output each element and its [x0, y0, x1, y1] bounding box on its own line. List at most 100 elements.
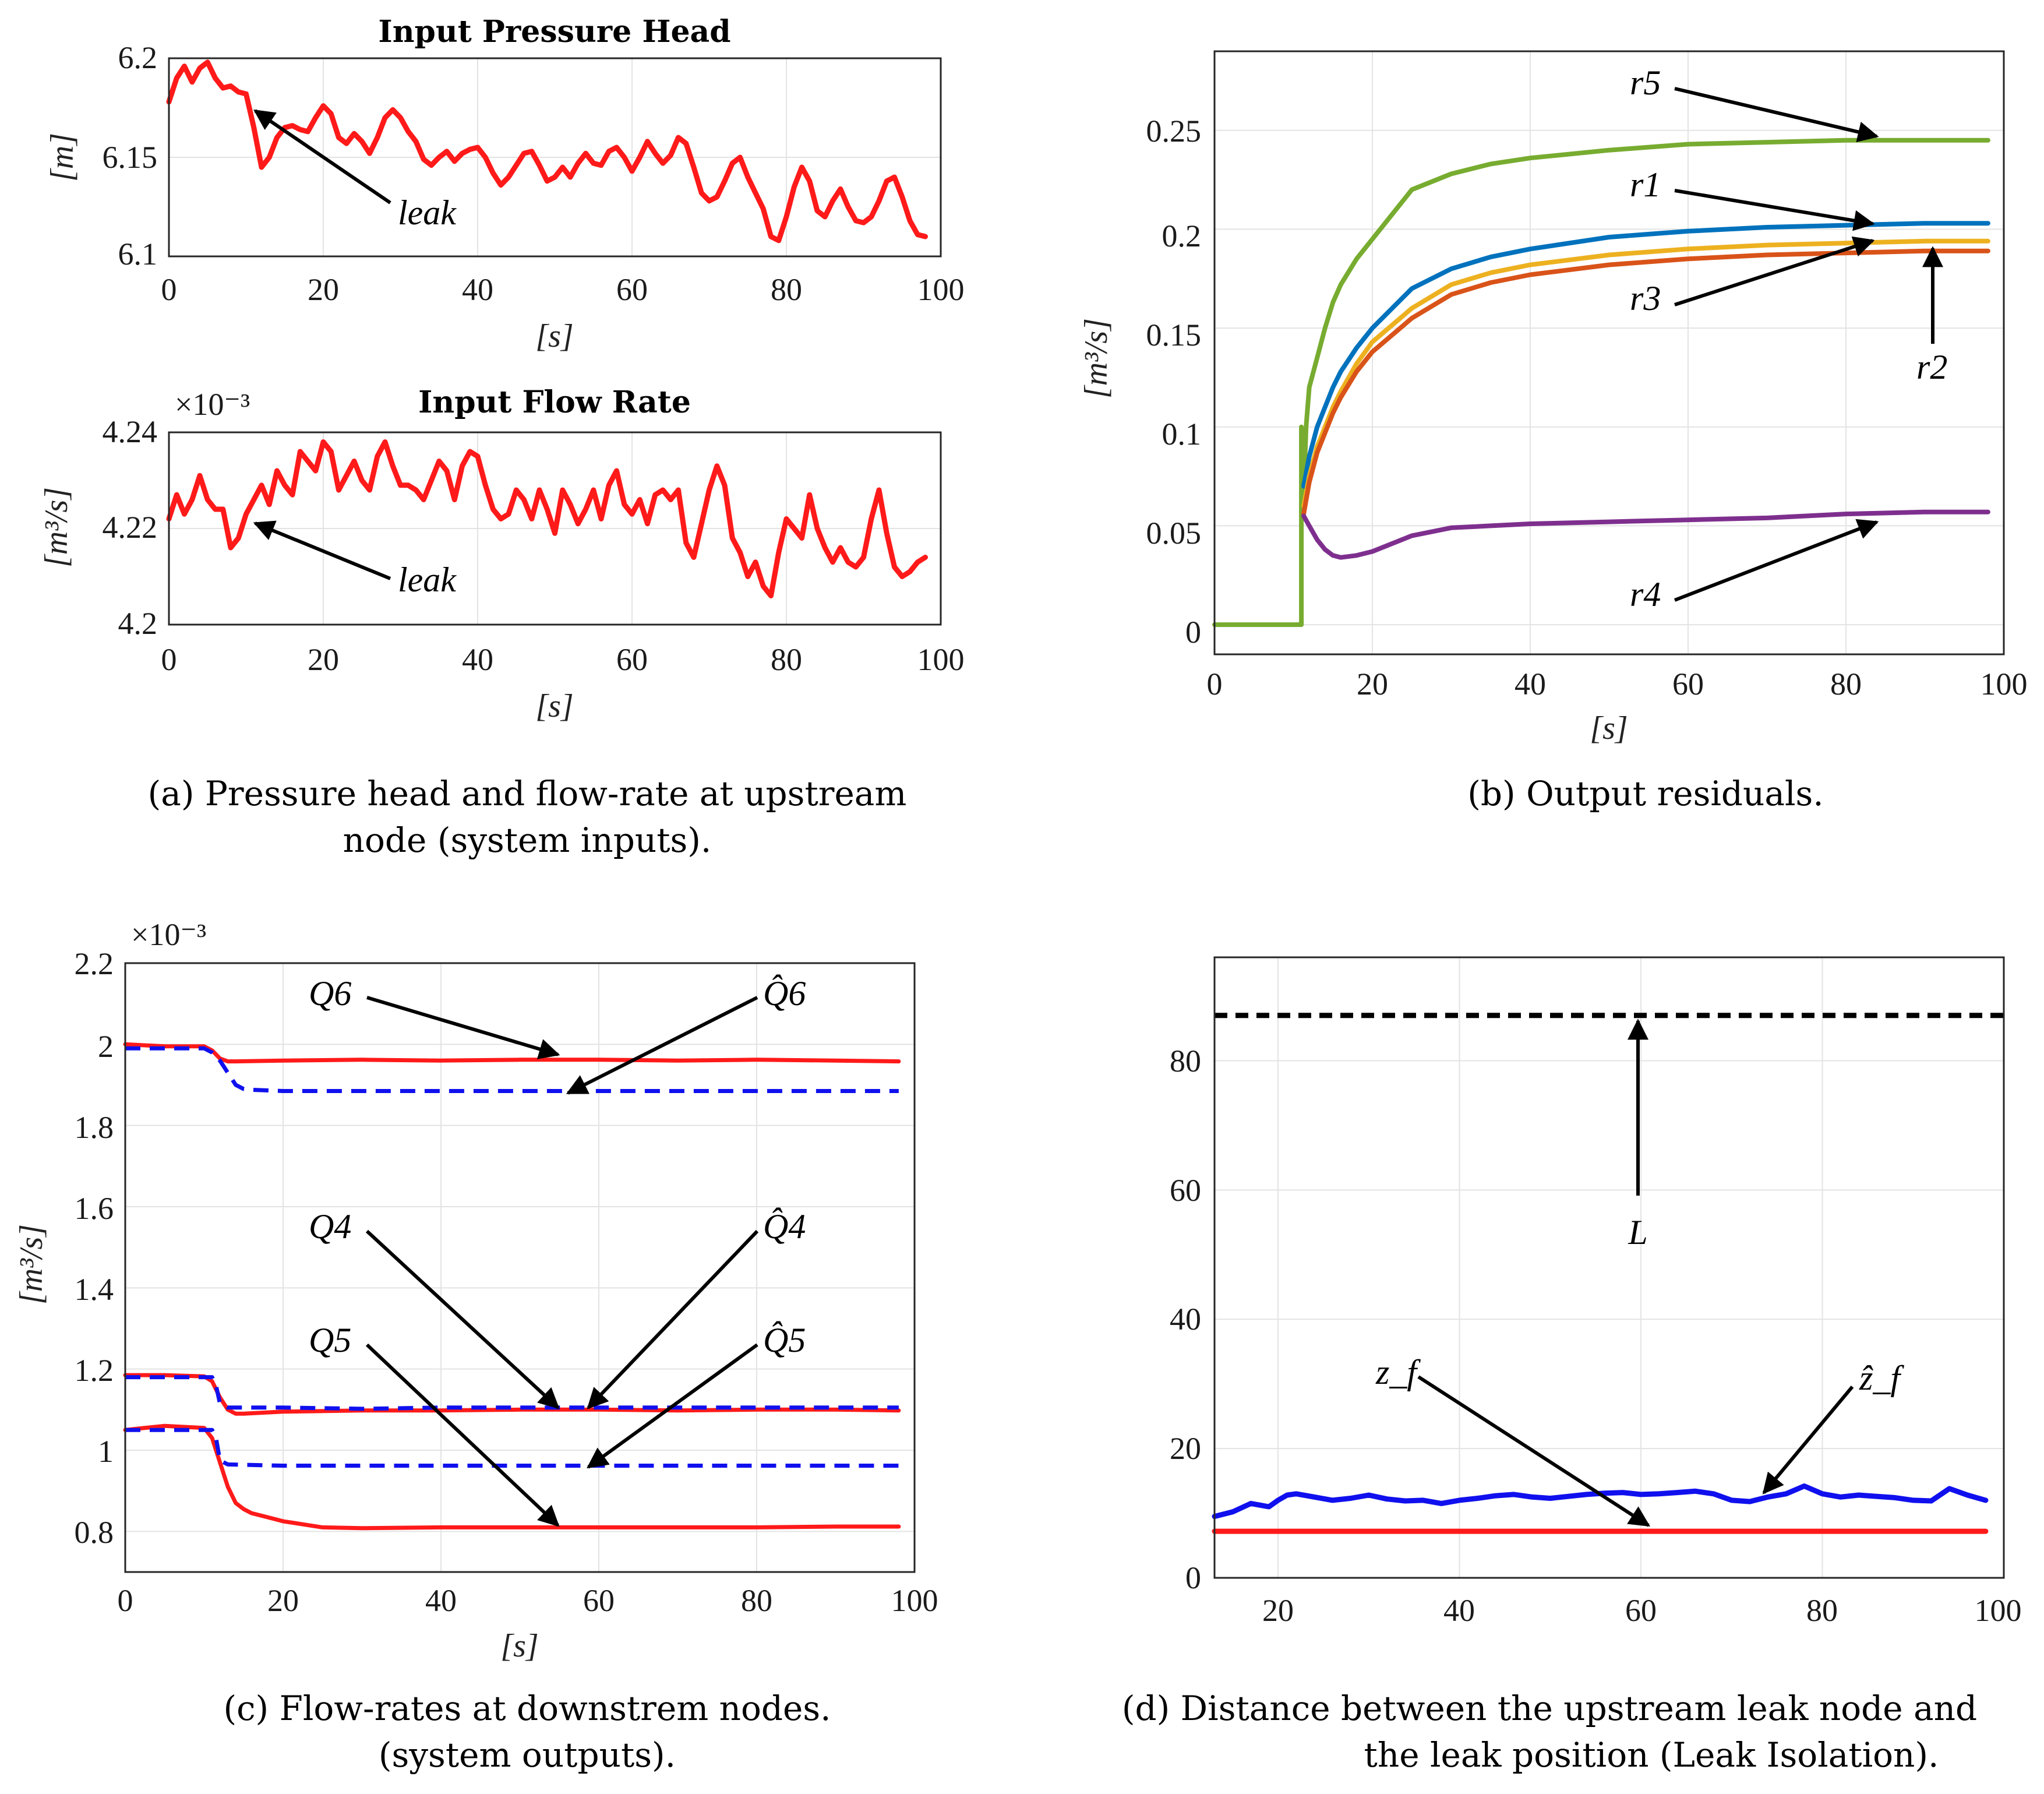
chart-title-a1: Input Pressure Head: [378, 14, 730, 50]
ytick-label: 1.4: [75, 1272, 114, 1307]
ytick-label: 1: [98, 1434, 114, 1469]
ytick-label: 4.22: [103, 510, 158, 545]
caption-a-line2: node (system inputs).: [343, 820, 712, 860]
arrow-r5: [1674, 87, 1879, 143]
captions: (a) Pressure head and flow-rate at upstr…: [148, 774, 1978, 1775]
arrow-r3: [1674, 236, 1875, 306]
ytick-label: 80: [1170, 1044, 1201, 1078]
panel-c-flowrates: ×10⁻³ 0.8 1 1.2 1.4 1.6 1.8 2 2.2 0 20 4…: [13, 917, 938, 1664]
series-line-a2: [166, 439, 928, 598]
multiplier-a2: ×10⁻³: [175, 387, 250, 422]
ytick-label: 0.05: [1146, 516, 1202, 551]
annotation-Q4: Q4: [309, 1207, 351, 1246]
xtick-label: 20: [1262, 1593, 1294, 1628]
plot-d: [1212, 1013, 2004, 1534]
x-axis-label-c: [s]: [500, 1628, 538, 1664]
caption-c-line2: (system outputs).: [379, 1735, 676, 1775]
ytick-label: 1.2: [75, 1353, 114, 1388]
annotation-Q6: Q6: [309, 974, 351, 1013]
xtick-label: 40: [1515, 667, 1546, 702]
xtick-label: 100: [917, 642, 965, 677]
annotation-leak-a1: leak: [398, 193, 457, 232]
annotation-zf-hat: ẑ_f: [1859, 1359, 1904, 1397]
series-line-Q4: [123, 1373, 901, 1416]
xtick-label: 60: [1625, 1593, 1657, 1628]
y-axis-label-c: [m³/s]: [13, 1224, 50, 1305]
series-line-r1: [1301, 221, 1990, 489]
caption-d-line1: (d) Distance between the upstream leak n…: [1122, 1689, 1977, 1728]
xtick-labels-a2: 0 20 40 60 80 100: [161, 642, 965, 677]
series-line-r5: [1212, 138, 1990, 628]
plot-b: [1212, 138, 1990, 628]
ytick-label: 0.25: [1146, 114, 1202, 149]
ytick-labels-a1: 6.1 6.15 6.2: [103, 40, 158, 272]
chart-title-a2: Input Flow Rate: [418, 385, 691, 420]
xtick-labels-d: 20 40 60 80 100: [1262, 1593, 2022, 1628]
panel-a-flow: Input Flow Rate ×10⁻³ 4.2 4.22 4.24 0 20…: [38, 385, 965, 724]
xtick-label: 60: [616, 642, 648, 677]
ytick-label: 20: [1170, 1431, 1201, 1466]
ytick-labels-d: 0 20 40 60 80: [1170, 1044, 1201, 1595]
annotation-r5: r5: [1630, 64, 1661, 102]
ytick-label: 4.2: [118, 606, 158, 641]
arrow-Q6-hat: [566, 996, 758, 1095]
y-axis-label-a1: [m]: [44, 133, 80, 182]
xtick-label: 80: [771, 642, 802, 677]
annotation-Q5: Q5: [309, 1321, 351, 1359]
arrow-leak-a2: [253, 520, 391, 580]
ytick-label: 0.1: [1162, 417, 1202, 452]
axes-frame-a2: [168, 431, 942, 626]
arrow-zf-hat: [1762, 1386, 1854, 1495]
ytick-label: 0.15: [1146, 318, 1202, 353]
panel-a-pressure: Input Pressure Head 6.1 6.15 6.2 0 20 40…: [44, 14, 965, 354]
ytick-label: 1.8: [75, 1110, 114, 1145]
arrow-Q5: [365, 1343, 560, 1527]
arrow-Q4-hat: [587, 1229, 759, 1409]
ytick-label: 1.6: [75, 1191, 114, 1226]
ytick-label: 40: [1170, 1302, 1201, 1337]
ytick-label: 60: [1170, 1173, 1201, 1208]
ytick-label: 4.24: [103, 414, 158, 449]
ytick-label: 6.2: [118, 40, 158, 75]
xtick-label: 0: [161, 642, 177, 677]
y-axis-label-a2: [m³/s]: [38, 487, 75, 568]
xtick-label: 80: [741, 1583, 772, 1618]
xtick-label: 100: [1981, 667, 2028, 702]
series-line-Q5: [123, 1423, 901, 1531]
plot-a2: [166, 439, 928, 598]
arrow-r4: [1674, 519, 1879, 602]
series-line-Q6: [123, 1042, 901, 1064]
x-axis-label-a2: [s]: [535, 688, 573, 724]
arrow-Q5-hat: [587, 1343, 758, 1469]
xtick-labels-c: 0 20 40 60 80 100: [118, 1583, 938, 1618]
annotation-Q6-hat: Q̂6: [763, 974, 806, 1013]
axes-frame-b: [1213, 50, 2005, 655]
ytick-labels-c: 0.8 1 1.2 1.4 1.6 1.8 2 2.2: [75, 946, 114, 1550]
arrow-zf: [1417, 1375, 1651, 1527]
annotation-L: L: [1628, 1213, 1647, 1252]
ytick-label: 6.15: [103, 140, 158, 175]
ytick-labels-a2: 4.2 4.22 4.24: [103, 414, 158, 641]
caption-c-line1: (c) Flow-rates at downstrem nodes.: [223, 1689, 831, 1728]
ytick-label: 0.8: [75, 1515, 114, 1550]
xtick-label: 60: [583, 1583, 615, 1618]
series-line-r3: [1301, 248, 1990, 517]
y-axis-label-b: [m³/s]: [1078, 318, 1114, 399]
xtick-label: 20: [1357, 667, 1388, 702]
xtick-label: 80: [1830, 667, 1862, 702]
annotation-r2: r2: [1916, 348, 1947, 386]
xtick-label: 40: [425, 1583, 457, 1618]
annotation-Q5-hat: Q̂5: [763, 1321, 806, 1359]
grid-c: [125, 963, 915, 1572]
annotation-Q4-hat: Q̂4: [763, 1207, 806, 1246]
axes-frame-d: [1213, 956, 2005, 1579]
ytick-label: 0: [1185, 1560, 1201, 1595]
multiplier-c: ×10⁻³: [131, 917, 206, 952]
annotation-leak-a2: leak: [398, 561, 457, 599]
axes-frame-c: [124, 962, 916, 1573]
xtick-labels-b: 0 20 40 60 80 100: [1207, 667, 2028, 702]
panel-d-isolation: 0 20 40 60 80 20 40 60 80 100 L z_f ẑ_f: [1170, 956, 2022, 1628]
arrow-Q4: [365, 1229, 560, 1409]
plot-c: [123, 1042, 901, 1531]
